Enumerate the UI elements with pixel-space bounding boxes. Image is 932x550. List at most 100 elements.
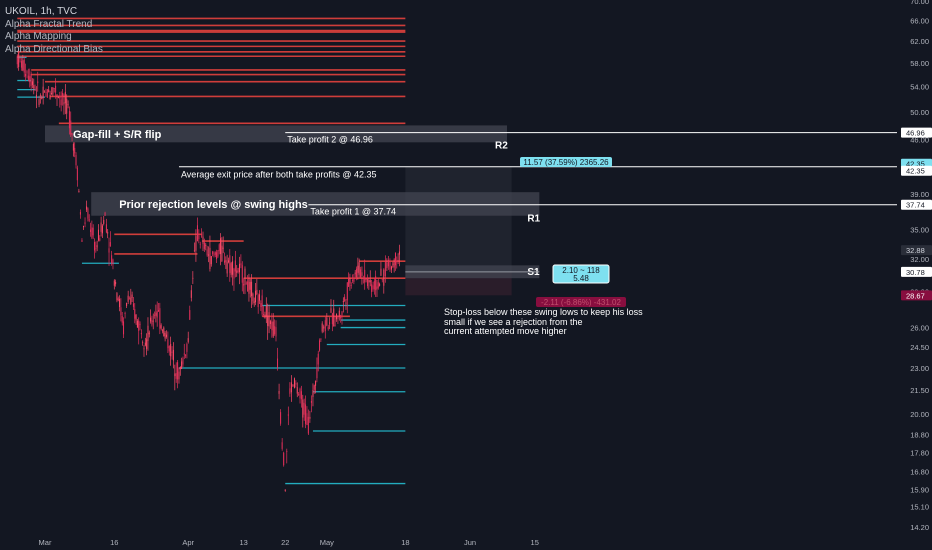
candle-body <box>124 312 126 314</box>
candle-body <box>203 242 205 249</box>
candle-body <box>87 208 89 219</box>
candle-body <box>107 232 109 234</box>
legend-indicator-fractal-trend[interactable]: Alpha Fractal Trend <box>5 18 93 30</box>
candle-body <box>189 310 191 320</box>
time-tick-label: Apr <box>182 538 194 547</box>
candle-body <box>280 412 282 424</box>
candle-body <box>293 378 295 388</box>
candle-body <box>263 313 265 315</box>
candle-body <box>57 96 59 99</box>
candle-body <box>326 317 328 326</box>
candle-body <box>289 388 291 394</box>
candle-body <box>52 87 54 95</box>
candle-body <box>103 219 105 224</box>
candle-body <box>331 313 333 325</box>
candle-body <box>144 342 146 346</box>
candle-body <box>115 281 117 285</box>
candle-body <box>121 315 123 323</box>
candle-body <box>241 265 243 283</box>
candle-body <box>199 243 201 245</box>
candle-body <box>330 308 332 313</box>
candle-body <box>306 413 308 426</box>
candle-body <box>277 358 279 368</box>
price-tag[interactable] <box>901 266 932 277</box>
price-tick-label: 62.00 <box>910 37 929 46</box>
candle-body <box>240 263 242 266</box>
candle-body <box>193 250 195 252</box>
candle-body <box>316 367 318 379</box>
candle-body <box>29 76 31 83</box>
candle-body <box>37 81 39 84</box>
price-tag[interactable] <box>901 165 932 176</box>
price-tag[interactable] <box>901 199 932 210</box>
candle-body <box>171 351 173 353</box>
candle-body <box>143 348 145 350</box>
target-label: Take profit 2 @ 46.96 <box>287 135 373 145</box>
entry-label-bg <box>552 264 610 284</box>
candle-body <box>151 320 153 325</box>
price-tick-label: 54.00 <box>910 83 929 92</box>
candle-body <box>182 358 184 365</box>
candle-body <box>117 298 119 301</box>
candle-body <box>396 261 398 263</box>
candle-body <box>48 89 50 92</box>
candle-body <box>225 260 227 263</box>
price-tag[interactable] <box>901 290 932 301</box>
profit-label-bg <box>520 157 612 167</box>
legend-indicator-directional-bias[interactable]: Alpha Directional Bias <box>5 43 103 55</box>
candle-body <box>202 236 204 244</box>
candle-body <box>170 343 172 357</box>
candle-body <box>221 245 223 262</box>
price-tick-label: 16.80 <box>910 468 929 477</box>
price-tag[interactable] <box>901 127 932 138</box>
candle-body <box>376 286 378 290</box>
candle-body <box>147 325 149 342</box>
candle-body <box>192 277 194 279</box>
candle-body <box>391 266 392 270</box>
candle-body <box>324 320 326 332</box>
candle-body <box>290 382 292 393</box>
legend-indicator-mapping[interactable]: Alpha Mapping <box>5 31 72 42</box>
candle-body <box>329 322 331 324</box>
candle-body <box>183 353 185 355</box>
candle-body <box>375 276 377 291</box>
candle-body <box>271 321 273 331</box>
candle-body <box>381 279 383 281</box>
price-tag-label: 42.35 <box>906 160 925 169</box>
sr-zone[interactable] <box>91 192 540 216</box>
candle-body <box>49 95 51 100</box>
candle-body <box>310 400 312 403</box>
candle-body <box>307 416 309 434</box>
candle-body <box>257 295 259 308</box>
candle-body <box>158 310 160 312</box>
candle-body <box>312 389 314 397</box>
candle-body <box>186 344 188 352</box>
candle-body <box>138 320 140 331</box>
candle-body <box>206 249 208 256</box>
candle-body <box>185 355 187 357</box>
candle-body <box>160 325 162 329</box>
candle-body <box>166 334 168 337</box>
zone-label: Prior rejection levels @ swing highs <box>119 199 308 211</box>
candle-body <box>321 323 323 332</box>
candle-body <box>126 302 128 306</box>
price-tag[interactable] <box>901 245 932 256</box>
candle-body <box>30 74 32 86</box>
candle-body <box>265 305 267 317</box>
profit-box[interactable] <box>405 166 512 272</box>
legend-symbol[interactable]: UKOIL, 1h, TVC <box>5 6 78 17</box>
zone-tag: R2 <box>495 140 508 151</box>
candle-body <box>245 283 247 285</box>
candle-body <box>146 339 148 349</box>
candle-body <box>45 92 47 94</box>
candle-body <box>248 277 250 294</box>
candle-body <box>387 259 389 267</box>
time-tick-label: 13 <box>239 538 247 547</box>
candle-body <box>323 326 325 329</box>
candle-body <box>135 314 137 321</box>
candle-body <box>214 252 216 255</box>
sr-zone[interactable] <box>45 125 507 143</box>
candle-body <box>389 261 391 270</box>
candle-body <box>38 99 40 105</box>
